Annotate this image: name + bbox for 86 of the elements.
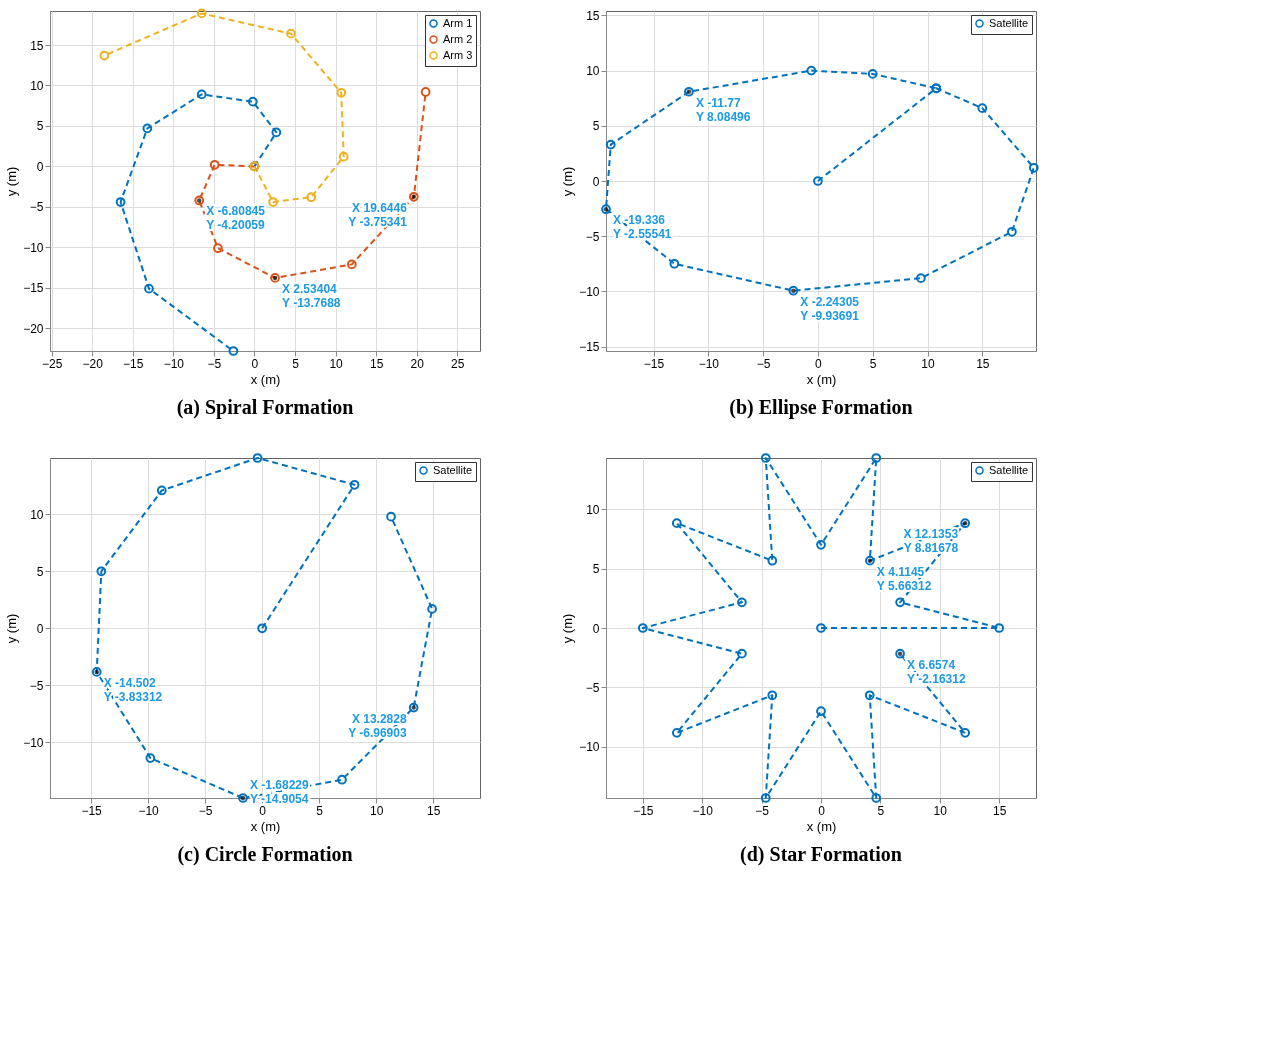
x-tick-label: −5 <box>198 803 213 818</box>
x-axis-title: x (m) <box>250 818 281 834</box>
annotation: X -6.80845 Y -4.20059 <box>206 204 266 233</box>
y-axis-title: y (m) <box>4 166 20 197</box>
y-tick-label: 0 <box>36 159 44 174</box>
y-tick-label: 5 <box>36 564 44 579</box>
x-axis-title: x (m) <box>806 371 837 387</box>
x-tick-label: 5 <box>877 803 885 818</box>
y-tick-label: −10 <box>579 284 600 299</box>
annotation: X 6.6574 Y -2.16312 <box>907 657 966 686</box>
x-tick-label: 25 <box>451 356 465 371</box>
y-tick-label: −10 <box>23 735 44 750</box>
x-tick-label: 0 <box>259 803 267 818</box>
annotation: X 2.53404 Y -13.7688 <box>282 281 341 310</box>
annotation: X -2.24305 Y -9.93691 <box>800 294 860 323</box>
x-tick-label: 15 <box>976 356 990 371</box>
x-tick-label: 15 <box>993 803 1007 818</box>
y-tick-label: 10 <box>586 64 600 79</box>
x-tick-label: −10 <box>138 803 160 818</box>
y-axis-title: y (m) <box>560 613 576 644</box>
x-tick-label: −5 <box>755 803 770 818</box>
legend-label: Arm 3 <box>443 48 473 61</box>
y-tick-label: 0 <box>592 621 600 636</box>
annotation: X 13.2828 Y -6.96903 <box>348 711 407 740</box>
x-tick-label: −10 <box>692 803 714 818</box>
y-tick-label: 10 <box>30 78 44 93</box>
y-tick-label: 5 <box>36 119 44 134</box>
y-tick-label: −15 <box>23 281 44 296</box>
x-tick-label: 20 <box>410 356 425 371</box>
annotation: X -1.68229 Y -14.9054 <box>249 778 309 806</box>
text: (d) Star Formation <box>740 843 902 866</box>
x-axis-title: x (m) <box>250 371 281 387</box>
x-tick-label: −20 <box>82 356 104 371</box>
annotation: X -11.77 Y 8.08496 <box>695 95 751 124</box>
x-tick-label: 5 <box>292 356 300 371</box>
legend-label: Satellite <box>989 463 1029 476</box>
text: (b) Ellipse Formation <box>729 396 913 419</box>
y-tick-label: −10 <box>23 240 44 255</box>
x-tick-label: 0 <box>815 356 823 371</box>
y-tick-label: −5 <box>585 680 600 695</box>
annotation: X 19.6446 Y -3.75341 <box>348 200 408 229</box>
y-tick-label: 15 <box>586 8 600 23</box>
x-tick-label: 10 <box>933 803 948 818</box>
x-tick-label: −10 <box>698 356 720 371</box>
annotation: X -14.502 Y -3.83312 <box>103 675 163 704</box>
x-tick-label: 15 <box>369 356 384 371</box>
y-tick-label: 0 <box>592 174 600 189</box>
y-tick-label: −5 <box>29 678 44 693</box>
y-tick-label: −15 <box>579 340 600 355</box>
legend-label: Arm 2 <box>443 32 473 45</box>
y-tick-label: 10 <box>30 507 44 522</box>
x-tick-label: −10 <box>163 356 185 371</box>
x-tick-label: 0 <box>818 803 826 818</box>
y-axis-title: y (m) <box>4 613 20 644</box>
y-tick-label: 15 <box>30 38 44 53</box>
x-tick-label: −15 <box>633 803 654 818</box>
x-tick-label: 10 <box>921 356 935 371</box>
text: (a) Spiral Formation <box>176 396 354 419</box>
x-tick-label: 5 <box>869 356 877 371</box>
annotation: X -19.336 Y -2.55541 <box>613 213 672 242</box>
x-tick-label: −25 <box>41 356 63 371</box>
x-tick-label: 5 <box>316 803 324 818</box>
legend-label: Satellite <box>433 463 473 476</box>
y-tick-label: 5 <box>592 562 600 577</box>
y-tick-label: 0 <box>36 621 44 636</box>
y-tick-label: −20 <box>23 321 44 336</box>
text: (c) Circle Formation <box>177 843 353 866</box>
legend-label: Arm 1 <box>443 16 473 29</box>
x-tick-label: 15 <box>427 803 441 818</box>
x-tick-label: −15 <box>81 803 103 818</box>
y-tick-label: 5 <box>592 119 600 134</box>
x-tick-label: −15 <box>123 356 144 371</box>
legend-label: Satellite <box>989 16 1029 29</box>
x-tick-label: 10 <box>370 803 384 818</box>
y-tick-label: −5 <box>585 229 600 244</box>
y-tick-label: −10 <box>579 740 600 755</box>
x-tick-label: 0 <box>251 356 259 371</box>
annotation: X 4.1145 Y 5.66312 <box>876 564 932 593</box>
x-tick-label: −5 <box>756 356 771 371</box>
x-tick-label: −15 <box>643 356 665 371</box>
x-tick-label: 10 <box>329 356 344 371</box>
x-axis-title: x (m) <box>806 818 837 834</box>
x-tick-label: −5 <box>207 356 222 371</box>
y-tick-label: 10 <box>586 502 600 517</box>
y-axis-title: y (m) <box>560 166 576 197</box>
y-tick-label: −5 <box>29 200 44 215</box>
